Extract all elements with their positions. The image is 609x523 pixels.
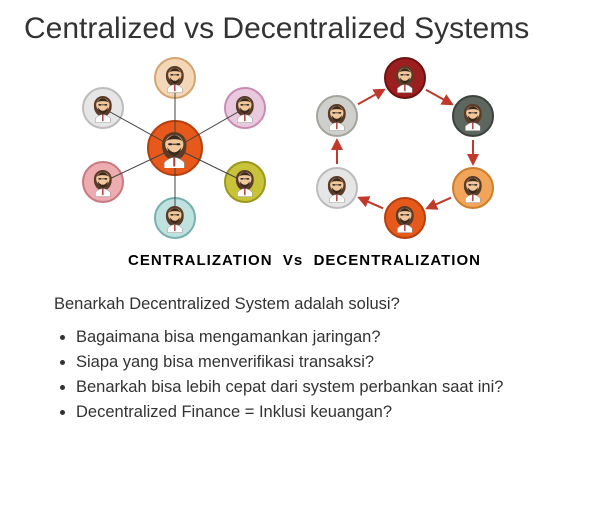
slide: Centralized vs Decentralized Systems (0, 0, 609, 452)
person-node (82, 161, 124, 203)
bullet-item: Benarkah bisa lebih cepat dari system pe… (76, 378, 585, 397)
person-node (452, 167, 494, 209)
person-node (316, 167, 358, 209)
person-node (147, 120, 203, 176)
person-node (154, 57, 196, 99)
person-node (82, 87, 124, 129)
person-node (384, 57, 426, 99)
centralization-label: CENTRALIZATION (128, 252, 273, 269)
decentralization-arrows (85, 60, 525, 240)
page-title: Centralized vs Decentralized Systems (24, 12, 585, 46)
bullet-item: Bagaimana bisa mengamankan jaringan? (76, 328, 585, 347)
comparison-diagram (85, 60, 525, 240)
person-node (452, 95, 494, 137)
bullet-list: Bagaimana bisa mengamankan jaringan? Siap… (54, 328, 585, 422)
person-node (224, 161, 266, 203)
person-node (316, 95, 358, 137)
decentralization-label: DECENTRALIZATION (314, 252, 481, 269)
subheading: Benarkah Decentralized System adalah sol… (54, 295, 585, 314)
bullet-item: Decentralized Finance = Inklusi keuangan… (76, 403, 585, 422)
bullet-item: Siapa yang bisa menverifikasi transaksi? (76, 353, 585, 372)
person-node (224, 87, 266, 129)
vs-label: Vs (283, 252, 303, 269)
person-node (384, 197, 426, 239)
diagram-wrap: CENTRALIZATION Vs DECENTRALIZATION (24, 60, 585, 269)
person-node (154, 197, 196, 239)
diagram-labels: CENTRALIZATION Vs DECENTRALIZATION (128, 252, 481, 269)
